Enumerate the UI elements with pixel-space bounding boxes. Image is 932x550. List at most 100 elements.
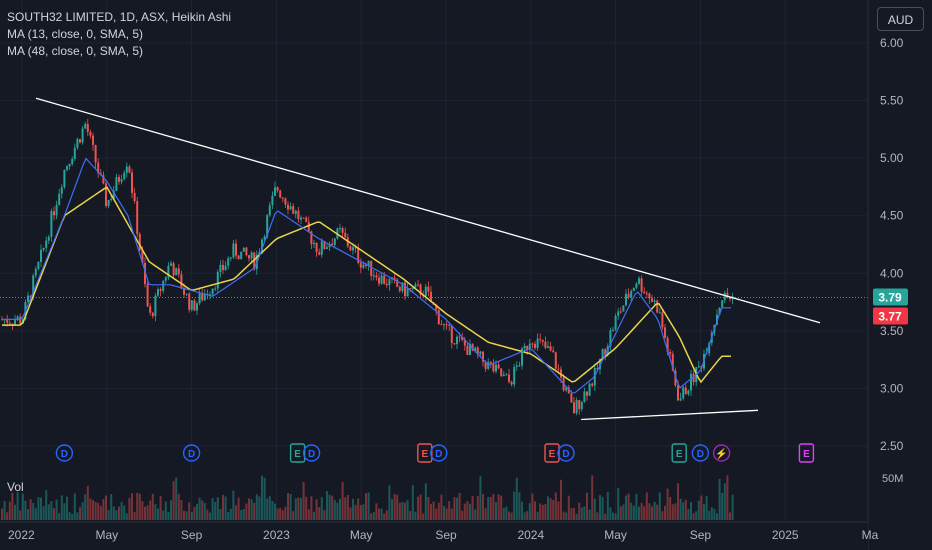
candle-body [690, 373, 692, 391]
event-marker[interactable]: ⚡ [712, 444, 731, 462]
candle-body [339, 228, 341, 230]
volume-bar [648, 503, 651, 520]
volume-bar [606, 491, 609, 520]
volume-bar [170, 500, 172, 520]
symbol-title[interactable]: SOUTH32 LIMITED, 1D, ASX, Heikin Ashi [7, 10, 232, 24]
candle-body [211, 288, 214, 295]
volume-bar [138, 493, 141, 520]
volume-bar [271, 500, 274, 520]
volume-bar [466, 501, 469, 520]
candle-body [614, 315, 617, 330]
volume-bar [710, 507, 713, 520]
candle-body [583, 391, 586, 403]
volume-bar [53, 508, 55, 520]
volume-bar [586, 492, 588, 520]
volume-bar [409, 510, 412, 520]
volume-bar [89, 498, 92, 520]
volume-bar [365, 493, 367, 520]
candle-body [692, 373, 695, 383]
volume-bar [726, 475, 729, 520]
candle-body [604, 349, 607, 356]
candle-body [427, 286, 430, 292]
ma-48-legend[interactable]: MA (48, close, 0, SMA, 5) [7, 44, 144, 58]
event-marker[interactable]: E [417, 443, 433, 463]
event-marker[interactable]: D [182, 444, 201, 462]
volume-bar [453, 497, 456, 520]
candle-body [406, 288, 409, 297]
candle-body [453, 343, 456, 345]
volume-bar [344, 497, 347, 520]
candle-body [266, 215, 269, 237]
candle-body [463, 340, 466, 346]
event-marker[interactable]: E [544, 443, 560, 463]
time-tick-label: 2023 [263, 528, 290, 542]
volume-bar [253, 502, 256, 520]
event-marker[interactable]: E [798, 443, 815, 463]
candle-body [34, 268, 37, 276]
event-marker[interactable]: E [289, 443, 306, 463]
candle-body [721, 300, 724, 308]
candle-body [508, 374, 510, 382]
volume-bar [222, 494, 224, 520]
trendline [581, 409, 759, 421]
candle-body [274, 187, 276, 196]
candle-body [128, 166, 131, 173]
candle-body [495, 364, 497, 372]
candle-body [55, 204, 58, 216]
candle-body [6, 319, 9, 323]
candle-body [492, 363, 495, 372]
volume-bar [635, 494, 638, 520]
candle-body [27, 295, 29, 303]
volume-bar [326, 490, 328, 520]
candle-body [32, 275, 35, 298]
volume-bar [643, 506, 646, 520]
time-tick-label: May [604, 528, 627, 542]
volume-bar [248, 498, 250, 520]
volume-bar [341, 481, 344, 520]
event-marker[interactable]: D [302, 444, 321, 462]
dividend-marker-frame [691, 444, 710, 462]
candle-body [635, 283, 638, 288]
candle-body [554, 352, 557, 369]
event-marker-label: E [676, 449, 683, 460]
volume-bar [354, 504, 357, 520]
dividend-marker-frame [430, 444, 448, 462]
volume-bar [359, 505, 362, 520]
volume-bar [362, 504, 365, 520]
candle-body [729, 297, 731, 300]
ma-13-legend[interactable]: MA (13, close, 0, SMA, 5) [7, 27, 144, 41]
candle-body [484, 361, 487, 369]
event-marker[interactable]: D [691, 444, 710, 462]
event-marker[interactable]: D [430, 444, 448, 462]
candle-body [534, 343, 536, 349]
candle-body [518, 365, 521, 367]
volume-legend[interactable]: Vol [7, 480, 24, 494]
volume-bar [531, 493, 534, 520]
volume-bar [388, 485, 391, 520]
volume-bar [73, 493, 76, 520]
volume-bar [588, 509, 591, 520]
candle-body [497, 364, 500, 369]
volume-bar [167, 511, 170, 520]
candle-body [505, 374, 508, 376]
candle-body [94, 145, 97, 163]
volume-bar [523, 512, 526, 520]
volume-bar [1, 508, 3, 520]
volume-bar [81, 502, 84, 520]
event-marker[interactable]: D [55, 444, 74, 462]
currency-button[interactable]: AUD [877, 7, 924, 31]
candle-body [479, 351, 482, 354]
candle-body [638, 278, 640, 284]
candle-body [414, 284, 417, 288]
candle-body [328, 243, 331, 248]
event-marker-label: ⚡ [715, 447, 727, 460]
candle-body [292, 206, 295, 214]
volume-axis-label: 50M [882, 473, 903, 485]
candle-body [305, 217, 308, 222]
event-marker[interactable]: E [671, 443, 687, 463]
time-tick-label: Sep [690, 528, 712, 542]
candle-body [105, 183, 107, 206]
candle-body [671, 353, 674, 371]
event-marker[interactable]: D [557, 444, 575, 462]
